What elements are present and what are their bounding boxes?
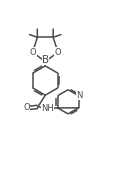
Text: O: O xyxy=(23,103,30,112)
Text: N: N xyxy=(75,91,82,100)
Text: O: O xyxy=(29,48,36,57)
Text: O: O xyxy=(54,48,61,57)
Text: B: B xyxy=(41,55,48,65)
Text: NH: NH xyxy=(41,104,53,113)
